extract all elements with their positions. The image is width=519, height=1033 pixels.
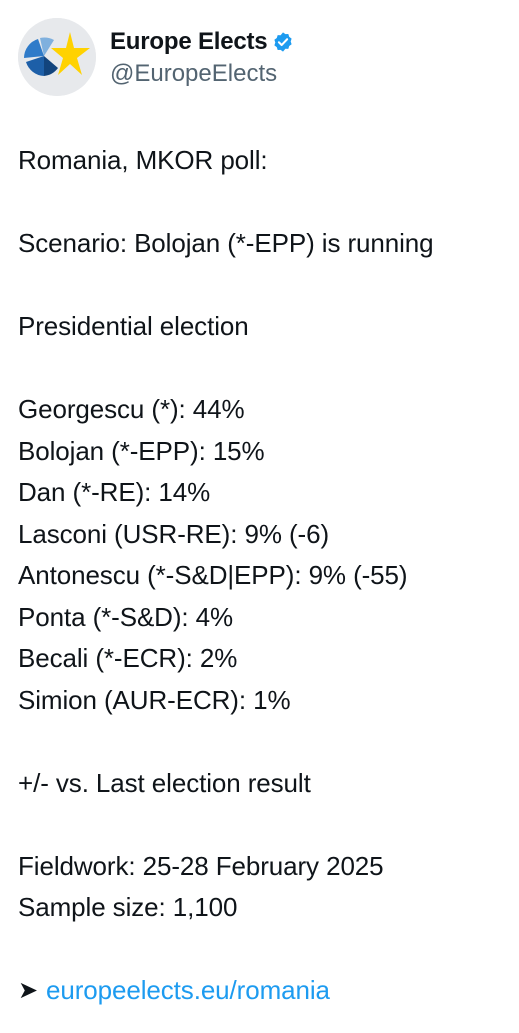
- tweet-header: Europe Elects @EuropeElects: [18, 18, 294, 96]
- author-names: Europe Elects @EuropeElects: [110, 26, 294, 88]
- avatar[interactable]: [18, 18, 96, 96]
- display-name-row: Europe Elects: [110, 26, 294, 58]
- arrow-icon: ➤: [18, 977, 39, 1004]
- result-line: Antonescu (*-S&D|EPP): 9% (-55): [18, 560, 408, 590]
- spacer: [18, 721, 513, 763]
- spacer: [18, 929, 513, 971]
- spacer: [18, 265, 513, 307]
- link-row: ➤ europeelects.eu/romania: [18, 970, 513, 1012]
- user-handle[interactable]: @EuropeElects: [110, 60, 278, 87]
- result-line: Simion (AUR-ECR): 1%: [18, 684, 291, 715]
- tweet-text: Romania, MKOR poll: Scenario: Bolojan (*…: [18, 140, 513, 1012]
- result-line: Dan (*-RE): 14%: [18, 477, 211, 507]
- display-name[interactable]: Europe Elects: [110, 28, 268, 55]
- spacer: [18, 182, 513, 224]
- result-line: Bolojan (*-EPP): 15%: [18, 435, 265, 466]
- spacer: [18, 804, 513, 846]
- result-line: Georgescu (*): 44%: [18, 394, 245, 424]
- comparison-note: +/- vs. Last election result: [18, 767, 311, 798]
- scenario-line: Scenario: Bolojan (*-EPP) is running: [18, 228, 434, 258]
- sample-size-line: Sample size: 1,100: [18, 892, 238, 922]
- europe-elects-logo-icon: [18, 18, 96, 96]
- result-line: Becali (*-ECR): 2%: [18, 643, 238, 673]
- europeelects-romania-link[interactable]: europeelects.eu/romania: [46, 975, 330, 1005]
- poll-intro: Romania, MKOR poll:: [18, 145, 268, 175]
- spacer: [18, 348, 513, 390]
- verified-badge-icon: [272, 31, 294, 53]
- fieldwork-line: Fieldwork: 25-28 February 2025: [18, 850, 384, 881]
- result-line: Lasconi (USR-RE): 9% (-6): [18, 518, 330, 549]
- election-type: Presidential election: [18, 311, 249, 341]
- result-line: Ponta (*-S&D): 4%: [18, 601, 234, 632]
